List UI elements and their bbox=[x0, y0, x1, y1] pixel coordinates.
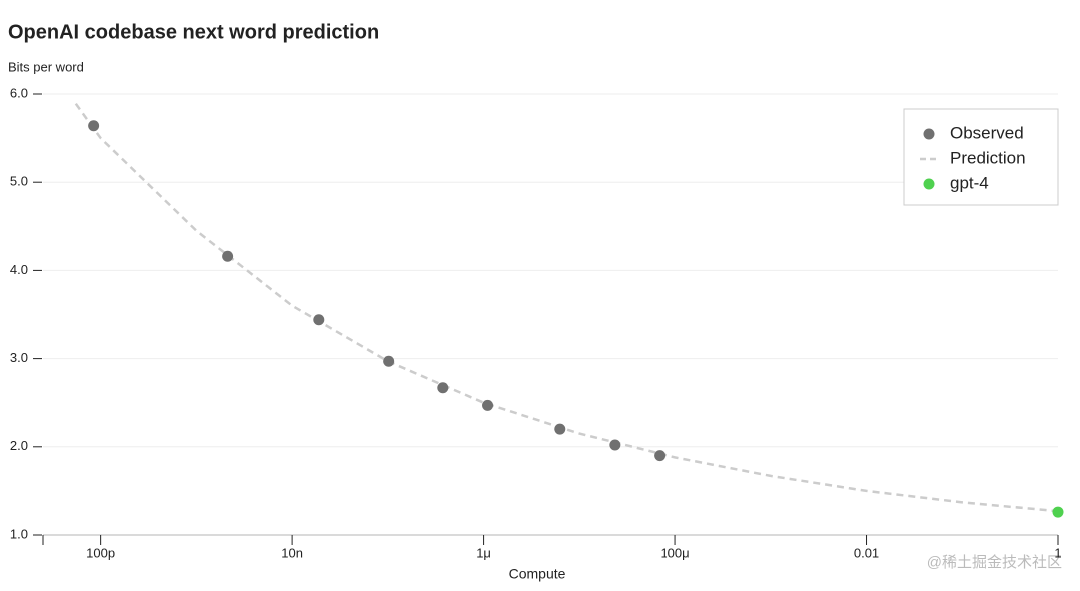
x-tick-label: 100p bbox=[86, 545, 115, 560]
y-axis-label: Bits per word bbox=[8, 59, 84, 74]
point bbox=[482, 399, 494, 411]
y-tick-label: 6.0 bbox=[10, 85, 28, 100]
point bbox=[654, 450, 666, 462]
y-tick-label: 3.0 bbox=[10, 350, 28, 365]
y-tick-label: 1.0 bbox=[10, 526, 28, 541]
watermark: @稀土掘金技术社区 bbox=[927, 554, 1062, 571]
x-tick-label: 1μ bbox=[476, 545, 491, 560]
point bbox=[554, 423, 566, 435]
point bbox=[313, 314, 325, 326]
point bbox=[88, 120, 100, 132]
point bbox=[1052, 506, 1064, 518]
legend-swatch bbox=[923, 128, 935, 140]
legend-label: gpt-4 bbox=[950, 173, 989, 192]
y-tick-label: 4.0 bbox=[10, 262, 28, 277]
y-tick-label: 2.0 bbox=[10, 438, 28, 453]
legend-swatch bbox=[923, 178, 935, 190]
x-tick-label: 1 bbox=[1054, 545, 1061, 560]
legend-label: Observed bbox=[950, 123, 1024, 142]
chart-title: OpenAI codebase next word prediction bbox=[8, 21, 379, 43]
legend-label: Prediction bbox=[950, 148, 1026, 167]
x-axis-label: Compute bbox=[509, 566, 566, 582]
point bbox=[609, 439, 621, 451]
x-tick-label: 10n bbox=[281, 545, 303, 560]
y-tick-label: 5.0 bbox=[10, 174, 28, 189]
point bbox=[383, 355, 395, 367]
x-tick-label: 100μ bbox=[660, 545, 689, 560]
point bbox=[437, 382, 449, 394]
point bbox=[222, 250, 234, 262]
x-tick-label: 0.01 bbox=[854, 545, 879, 560]
